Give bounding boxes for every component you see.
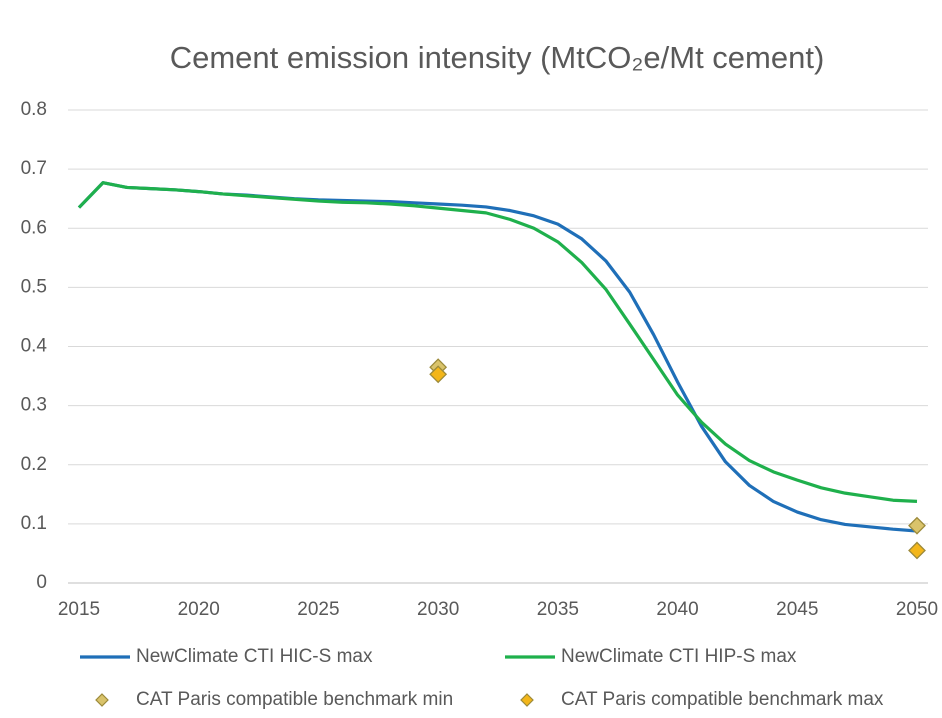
legend-label: NewClimate CTI HIC-S max [136,646,373,667]
legend-label: CAT Paris compatible benchmark min [136,689,453,710]
y-tick-label: 0.5 [21,276,47,297]
y-tick-label: 0.1 [21,513,47,534]
y-tick-label: 0.3 [21,395,47,416]
y-tick-label: 0.7 [21,158,47,179]
x-tick-label: 2030 [417,599,459,620]
legend-swatch [95,693,109,707]
scatter-point [429,365,448,384]
y-tick-label: 0.8 [21,99,47,120]
scatter-point [908,516,926,535]
x-tick-label: 2035 [537,599,579,620]
y-tick-label: 0 [36,572,47,593]
x-tick-label: 2015 [58,599,100,620]
y-tick-label: 0.2 [21,454,47,475]
y-tick-label: 0.6 [21,217,47,238]
x-tick-label: 2040 [656,599,698,620]
x-tick-label: 2025 [297,599,339,620]
y-tick-label: 0.4 [21,336,48,357]
x-tick-label: 2050 [896,599,938,620]
chart-title: Cement emission intensity (MtCO₂e/Mt cem… [170,40,825,75]
series-line [77,181,918,504]
legend-swatch [520,693,534,707]
x-tick-label: 2045 [776,599,818,620]
legend-label: CAT Paris compatible benchmark max [561,689,884,710]
x-tick-label: 2020 [178,599,220,620]
scatter-point [908,541,926,560]
legend-label: NewClimate CTI HIP-S max [561,646,797,667]
